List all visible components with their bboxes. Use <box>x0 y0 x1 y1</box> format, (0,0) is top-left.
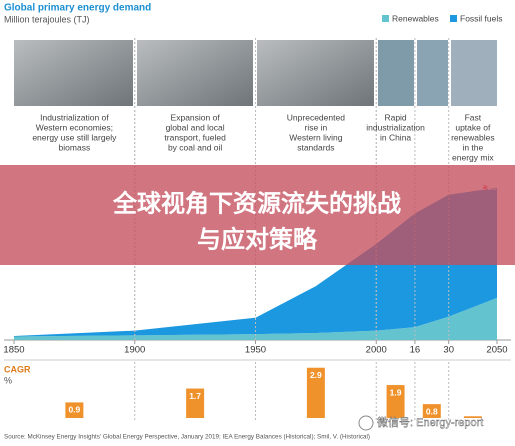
overlay-title: 全球视角下资源流失的挑战 <box>112 189 401 217</box>
cagr-unit: % <box>4 375 12 385</box>
overlay-title: 与应对策略 <box>197 225 318 253</box>
x-tick-label: 30 <box>443 345 454 356</box>
era-text: energy mix <box>452 152 494 162</box>
cagr-title: CAGR <box>4 364 31 374</box>
era-text: energy use still largely <box>32 132 117 142</box>
era-text: biomass <box>59 142 91 152</box>
photo-strip <box>14 40 497 106</box>
era-text: Western economies; <box>36 122 113 132</box>
x-tick-label: 16 <box>410 345 421 356</box>
photo <box>257 40 374 106</box>
photo <box>378 40 414 106</box>
source-note: Source: McKinsey Energy Insights' Global… <box>4 434 370 441</box>
era-text: Expansion of <box>171 112 221 122</box>
era-text: in the <box>462 142 483 152</box>
cagr-bar <box>422 404 441 418</box>
cagr-bar <box>306 367 325 418</box>
era-text: Western living <box>289 132 342 142</box>
cagr-label: 1.9 <box>390 387 402 397</box>
legend-swatch <box>450 15 457 22</box>
x-tick-label: 2000 <box>366 345 387 356</box>
era-text: by coal and oil <box>168 142 222 152</box>
chart-title: Global primary energy demand <box>4 3 151 14</box>
photo <box>417 40 448 106</box>
cagr-bar <box>186 388 205 418</box>
era-text: in China <box>380 132 411 142</box>
x-tick-label: 1950 <box>245 345 266 356</box>
cagr-label: 0.8 <box>426 406 438 416</box>
legend-label: Renewables <box>392 13 439 23</box>
x-tick-label: 2050 <box>486 345 507 356</box>
photo <box>14 40 133 106</box>
era-text: uptake of <box>455 122 491 132</box>
legend-label: Fossil fuels <box>460 13 503 23</box>
cagr-label: 2.9 <box>310 370 322 380</box>
overlay-banner <box>0 165 515 265</box>
cagr-bar <box>463 416 482 418</box>
x-tick-label: 1850 <box>3 345 24 356</box>
chart-subtitle: Million terajoules (TJ) <box>4 14 90 24</box>
cagr-label: 0.1 <box>467 406 479 416</box>
photo <box>137 40 253 106</box>
x-tick-label: 1900 <box>124 345 145 356</box>
era-text: Unprecedented <box>287 112 345 122</box>
watermark-icon <box>358 415 374 431</box>
legend-swatch <box>382 15 389 22</box>
era-text: Fast <box>465 112 482 122</box>
era-text: standards <box>297 142 334 152</box>
cagr-label: 0.9 <box>68 405 80 415</box>
era-text: renewables <box>451 132 494 142</box>
watermark: 微信号: Energy-report <box>377 415 483 429</box>
era-text: rise in <box>305 122 328 132</box>
era-text: transport, fueled <box>164 132 226 142</box>
era-text: global and local <box>166 122 225 132</box>
photo <box>451 40 497 106</box>
cagr-label: 1.7 <box>189 391 201 401</box>
era-text: Industrialization of <box>40 112 109 122</box>
era-text: industrialization <box>366 122 425 132</box>
cagr-bar <box>65 402 84 418</box>
cagr-bar <box>386 385 405 418</box>
era-text: Rapid <box>384 112 406 122</box>
